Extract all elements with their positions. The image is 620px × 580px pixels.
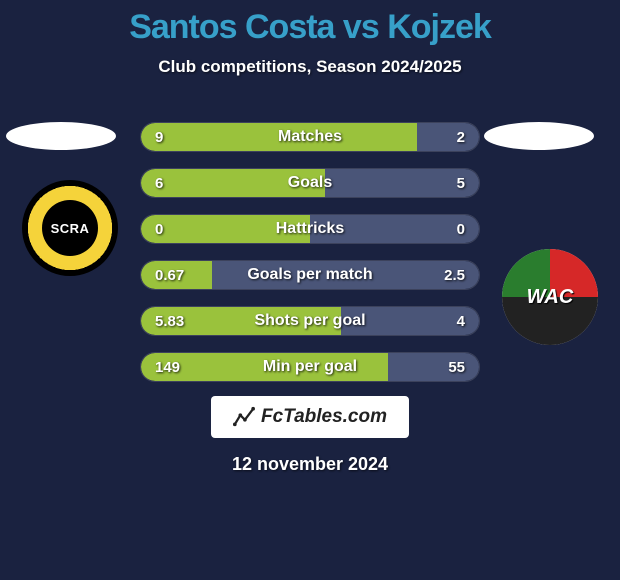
bar-label: Matches [141, 123, 479, 151]
bar-value-left: 0.67 [141, 261, 198, 289]
date-line: 12 november 2024 [0, 454, 620, 475]
chart-icon [233, 406, 255, 428]
bar-value-right: 4 [443, 307, 479, 335]
bar-value-left: 0 [141, 215, 177, 243]
subtitle: Club competitions, Season 2024/2025 [0, 57, 620, 77]
club-badge-right: WAC [502, 249, 598, 345]
bar-value-left: 6 [141, 169, 177, 197]
bar-value-right: 0 [443, 215, 479, 243]
bar-value-left: 5.83 [141, 307, 198, 335]
bar-row: Goals6 5 [140, 168, 480, 198]
club-badge-left-label: SCRA [42, 200, 98, 256]
bar-label: Goals [141, 169, 479, 197]
bar-value-left: 149 [141, 353, 194, 381]
bar-row: Matches9 2 [140, 122, 480, 152]
bar-row: Shots per goal5.834 [140, 306, 480, 336]
bar-row: Hattricks0 0 [140, 214, 480, 244]
title-player1: Santos Costa [129, 8, 334, 46]
player-avatar-left [6, 122, 116, 150]
title-player2: Kojzek [387, 8, 491, 46]
bar-value-right: 2.5 [430, 261, 479, 289]
bar-value-left: 9 [141, 123, 177, 151]
bar-value-right: 5 [443, 169, 479, 197]
comparison-bars: Matches92Goals65Hattricks00Goals per mat… [140, 122, 480, 398]
bar-row: Goals per match0.672.5 [140, 260, 480, 290]
club-badge-right-label: WAC [502, 249, 598, 345]
watermark-text: FcTables.com [261, 406, 387, 428]
title-vs: vs [343, 8, 379, 46]
bar-value-right: 55 [434, 353, 479, 381]
club-badge-left: SCRA [22, 180, 118, 276]
page-title: Santos Costa vs Kojzek [0, 0, 620, 47]
bar-label: Hattricks [141, 215, 479, 243]
bar-value-right: 2 [443, 123, 479, 151]
player-avatar-right [484, 122, 594, 150]
bar-row: Min per goal14955 [140, 352, 480, 382]
watermark: FcTables.com [211, 396, 409, 438]
